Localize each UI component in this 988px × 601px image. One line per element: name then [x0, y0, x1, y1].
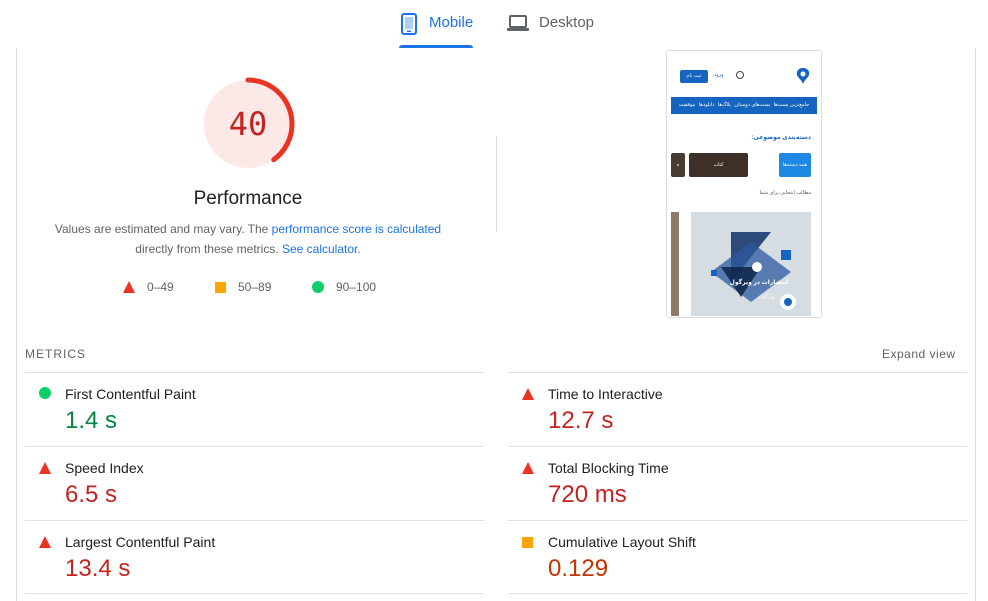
thumb-nav-item: جامع‌ترین پست‌ها	[773, 102, 810, 108]
legend-item-fail: 0–49	[123, 280, 174, 294]
thumb-hero-author: ویرگول	[759, 294, 775, 300]
gauge-ring	[201, 77, 295, 171]
metrics-divider	[508, 593, 967, 594]
score-calculated-link[interactable]: performance score is calculated	[271, 222, 442, 236]
thumb-login-link: ورود	[714, 72, 724, 78]
metric-value: 720 ms	[548, 481, 627, 508]
metric-label: Total Blocking Time	[548, 460, 669, 476]
tab-desktop-label: Desktop	[539, 14, 595, 31]
metric-cumulative-layout-shift: Cumulative Layout Shift 0.129	[508, 520, 967, 594]
thumb-subtitle: مطالب انتخابی برای شما	[759, 190, 811, 196]
thumb-hero-image: انتشارات در ویرگول ویرگول	[691, 212, 811, 316]
logo-icon	[796, 68, 810, 84]
tab-mobile-label: Mobile	[429, 14, 474, 31]
circle-icon	[312, 281, 324, 293]
performance-gauge[interactable]: 40	[200, 76, 296, 172]
gauge-background	[204, 80, 292, 168]
thumb-nav-item: موفقیت	[678, 102, 696, 108]
legend-item-pass: 90–100	[312, 280, 376, 294]
legend-range-pass: 90–100	[336, 280, 377, 294]
metric-value: 6.5 s	[65, 481, 118, 508]
thumb-hero-title: انتشارات در ویرگول	[729, 280, 789, 286]
expand-view-toggle[interactable]: Expand view	[882, 347, 956, 361]
description-prefix: Values are estimated and may vary. The	[54, 222, 272, 236]
thumb-nav-item: پست‌های دوستان	[734, 102, 771, 108]
performance-description: Values are estimated and may vary. The p…	[40, 219, 456, 259]
vertical-divider	[496, 136, 497, 232]
performance-score: 40	[228, 105, 268, 143]
thumb-signup-button: ثبت نام	[680, 70, 708, 83]
legend-item-average: 50–89	[215, 280, 271, 294]
metric-label: First Contentful Paint	[65, 386, 196, 402]
metric-total-blocking-time: Total Blocking Time 720 ms	[508, 446, 967, 520]
performance-title: Performance	[193, 188, 303, 209]
metric-speed-index: Speed Index 6.5 s	[25, 446, 484, 520]
fail-triangle-icon	[39, 461, 51, 479]
active-tab-indicator	[399, 45, 473, 48]
thumb-section-title: دسته‌بندی موضوعی:	[751, 135, 811, 141]
score-legend: 0–49 50–89 90–100	[0, 280, 496, 296]
laptop-icon	[507, 10, 529, 33]
fail-triangle-icon	[39, 535, 51, 553]
thumb-category-card: همه دسته‌ها	[779, 153, 811, 177]
average-square-icon	[522, 535, 533, 553]
thumb-nav-bar: جامع‌ترین پست‌ها پست‌های دوستان بلاگ‌ها …	[671, 97, 817, 114]
legend-range-average: 50–89	[238, 280, 272, 294]
metric-label: Speed Index	[65, 460, 144, 476]
metric-label: Time to Interactive	[548, 386, 663, 402]
metric-first-contentful-paint: First Contentful Paint 1.4 s	[25, 372, 484, 446]
metrics-title: METRICS	[25, 347, 86, 361]
final-screenshot-thumbnail[interactable]: ثبت نام ورود جامع‌ترین پست‌ها پست‌های دو…	[666, 50, 822, 318]
thumb-side-image	[671, 212, 679, 316]
legend-range-fail: 0–49	[147, 280, 174, 294]
tab-desktop[interactable]: Desktop	[507, 10, 597, 48]
thumb-category-card: کتاب	[689, 153, 748, 177]
metric-time-to-interactive: Time to Interactive 12.7 s	[508, 372, 967, 446]
pass-circle-icon	[39, 387, 51, 399]
metric-largest-contentful-paint: Largest Contentful Paint 13.4 s	[25, 520, 484, 594]
metric-label: Largest Contentful Paint	[65, 534, 216, 550]
thumb-category-card: ه	[671, 153, 685, 177]
gauge-arc	[201, 77, 295, 171]
tab-mobile[interactable]: Mobile	[399, 10, 473, 48]
metric-label: Cumulative Layout Shift	[548, 534, 696, 550]
metric-value: 0.129	[548, 555, 609, 582]
metrics-divider	[25, 593, 484, 594]
thumb-nav-item: بلاگ‌ها	[717, 102, 731, 108]
mobile-phone-icon	[399, 10, 419, 35]
triangle-icon	[123, 281, 135, 293]
description-middle: directly from these metrics.	[135, 242, 282, 256]
fail-triangle-icon	[522, 461, 534, 479]
report-card	[16, 48, 976, 601]
fail-triangle-icon	[522, 387, 534, 405]
search-icon	[736, 71, 744, 79]
device-tabs: Mobile Desktop	[0, 0, 988, 48]
metric-value: 13.4 s	[65, 555, 131, 582]
metric-value: 12.7 s	[548, 407, 614, 434]
thumb-nav-item: دانلودها	[698, 102, 715, 108]
see-calculator-link[interactable]: See calculator.	[281, 242, 361, 256]
thumb-hero-graphic	[691, 212, 811, 316]
metric-value: 1.4 s	[65, 407, 118, 434]
square-icon	[215, 281, 226, 293]
